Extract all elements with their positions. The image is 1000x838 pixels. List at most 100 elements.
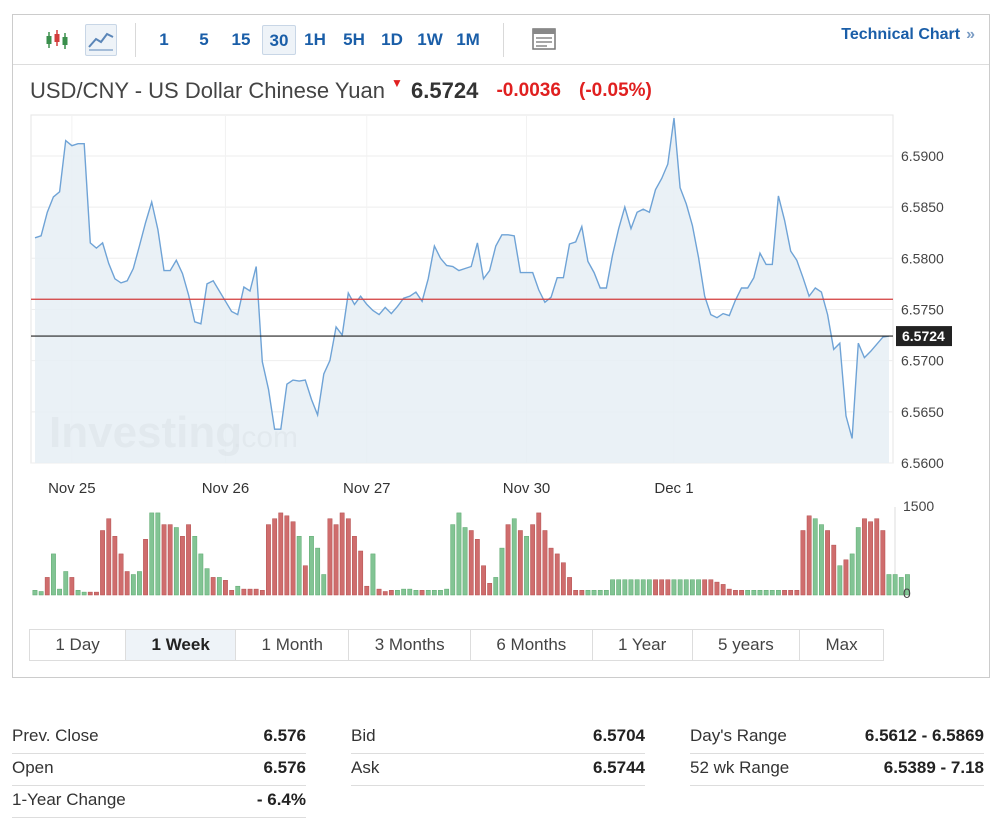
volume-bar <box>745 590 751 596</box>
volume-bar <box>32 590 38 596</box>
data-table-icon[interactable] <box>529 24 561 56</box>
volume-bar <box>370 553 376 596</box>
volume-bar <box>782 590 787 596</box>
volume-bar <box>468 530 474 596</box>
range-tab-3-months[interactable]: 3 Months <box>349 630 472 660</box>
stat-label: Day's Range <box>690 726 787 745</box>
stat-row: Ask 6.5744 <box>351 754 645 786</box>
range-tab-6-months[interactable]: 6 Months <box>471 630 593 660</box>
volume-bar <box>567 577 572 596</box>
technical-chart-link[interactable]: Technical Chart » <box>841 26 975 44</box>
volume-bar <box>94 591 99 596</box>
candlestick-chart-icon[interactable] <box>41 24 73 56</box>
y-tick-label: 6.5600 <box>901 455 944 471</box>
volume-bar <box>358 550 364 596</box>
volume-bar <box>167 524 173 596</box>
volume-bar <box>671 579 677 596</box>
volume-bar <box>542 530 548 596</box>
volume-bar <box>886 574 892 596</box>
volume-bar <box>419 590 425 596</box>
volume-bar <box>622 579 628 596</box>
volume-bar <box>229 590 235 596</box>
volume-bar <box>733 590 738 596</box>
range-tab-1-day[interactable]: 1 Day <box>30 630 127 660</box>
stat-row: Open 6.576 <box>12 754 306 786</box>
price-area <box>35 118 889 463</box>
volume-bar <box>511 518 517 596</box>
stats-column: Day's Range 6.5612 - 6.5869 52 wk Range 6.5… <box>690 722 984 786</box>
interval-1[interactable]: 1 <box>159 30 169 49</box>
volume-bar <box>272 518 278 596</box>
volume-bar <box>776 590 781 596</box>
price-chart[interactable]: 6.5900 6.5850 6.5800 6.5750 6.5700 6.5650 6.56… <box>13 15 989 625</box>
volume-bar <box>327 518 333 596</box>
volume-bar <box>266 524 271 596</box>
stat-value: 6.5389 - 7.18 <box>883 758 984 777</box>
volume-bar <box>204 568 210 596</box>
stat-value: 6.576 <box>263 726 306 745</box>
range-tab-1-year[interactable]: 1 Year <box>593 630 693 660</box>
range-tab-5-years[interactable]: 5 years <box>693 630 801 660</box>
volume-bar <box>450 524 456 596</box>
volume-bar <box>819 524 824 596</box>
stat-label: Prev. Close <box>12 726 99 745</box>
volume-bar <box>339 512 345 596</box>
volume-bar <box>198 553 204 596</box>
technical-chart-label: Technical Chart <box>841 26 961 43</box>
volume-bar <box>616 579 622 596</box>
stats-column: Bid 6.5704 Ask 6.5744 <box>351 722 645 786</box>
volume-bar <box>739 590 744 596</box>
stat-row: Day's Range 6.5612 - 6.5869 <box>690 722 984 754</box>
stat-row: 1-Year Change - 6.4% <box>12 786 306 818</box>
volume-bar <box>425 590 431 596</box>
volume-bar <box>855 527 861 596</box>
interval-5[interactable]: 5 <box>199 30 209 49</box>
y-tick-label: 6.5700 <box>901 353 944 369</box>
volume-bar <box>143 539 148 596</box>
volume-bar <box>106 518 112 596</box>
volume-bar <box>259 590 265 596</box>
volume-bar <box>290 521 296 596</box>
last-price-badge-label: 6.5724 <box>902 328 945 344</box>
volume-bar <box>186 524 191 596</box>
volume-bar <box>536 512 542 596</box>
volume-bar <box>137 571 142 596</box>
interval-30[interactable]: 30 <box>262 25 296 55</box>
range-tab-1-week[interactable]: 1 Week <box>126 630 237 660</box>
range-tab-max[interactable]: Max <box>825 635 858 654</box>
interval-1h[interactable]: 1H <box>304 30 326 49</box>
volume-bar <box>892 574 898 596</box>
volume-bar <box>683 579 689 596</box>
volume-bar <box>216 577 222 596</box>
instrument-name: USD/CNY - US Dollar Chinese Yuan <box>30 78 386 104</box>
volume-bar <box>831 544 837 596</box>
volume-bar <box>382 591 388 596</box>
interval-1m[interactable]: 1M <box>456 30 480 49</box>
stat-value: 6.576 <box>263 758 306 777</box>
interval-5h[interactable]: 5H <box>343 30 365 49</box>
volume-bar <box>161 524 167 596</box>
stat-row: 52 wk Range 6.5389 - 7.18 <box>690 754 984 786</box>
volume-bar <box>585 590 591 596</box>
volume-bar <box>112 536 118 596</box>
interval-1w[interactable]: 1W <box>417 30 443 49</box>
time-range-tabs: 1 Day 1 Week 1 Month 3 Months 6 Months 1 Year… <box>29 629 884 661</box>
volume-bar <box>155 512 161 596</box>
volume-bar <box>81 591 87 596</box>
volume-bar <box>800 530 806 596</box>
range-tab-1-month[interactable]: 1 Month <box>236 630 350 660</box>
volume-bar <box>806 515 812 596</box>
interval-1d[interactable]: 1D <box>381 30 403 49</box>
volume-bar <box>481 565 486 596</box>
volume-bar <box>548 547 554 596</box>
toolbar-divider <box>135 23 136 57</box>
volume-bar <box>505 524 511 596</box>
volume-bar <box>874 518 880 596</box>
interval-15[interactable]: 15 <box>231 30 251 49</box>
volume-bar <box>812 518 818 596</box>
last-price: 6.5724 <box>411 78 479 104</box>
volume-bar <box>100 530 105 596</box>
volume-bar <box>708 579 714 596</box>
line-chart-icon[interactable] <box>85 24 117 56</box>
volume-bar <box>210 577 216 596</box>
